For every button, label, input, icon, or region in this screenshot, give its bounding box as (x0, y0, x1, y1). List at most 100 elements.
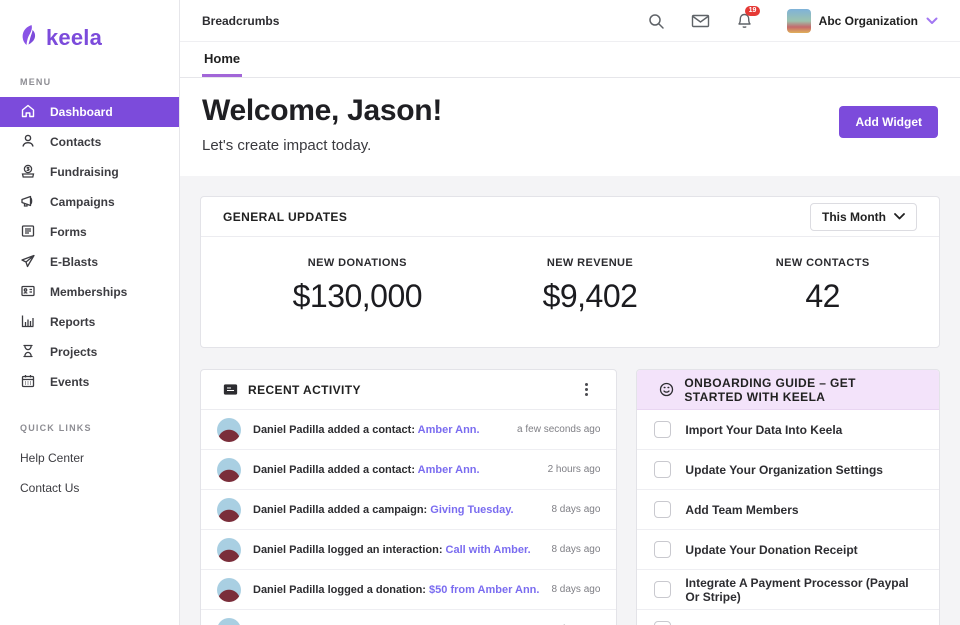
quick-links-section-label: QUICK LINKS (20, 423, 92, 433)
keela-leaf-icon (20, 24, 40, 51)
checkbox[interactable] (654, 421, 672, 438)
kebab-menu-icon[interactable] (579, 379, 594, 400)
stat-label: NEW DONATIONS (307, 257, 407, 269)
sidebar-item-contacts[interactable]: Contacts (0, 127, 179, 157)
activity-timestamp: 8 days ago (551, 544, 601, 555)
period-dropdown[interactable]: This Month (810, 202, 917, 231)
activity-row: Daniel Padilla logged a donation: $50 fr… (201, 570, 617, 610)
quick-link-help-center[interactable]: Help Center (0, 443, 179, 473)
sidebar-item-dashboard[interactable]: Dashboard (0, 97, 179, 127)
stat-value: $130,000 (292, 278, 423, 314)
tab-label: Home (204, 50, 241, 66)
sidebar-item-label: Memberships (50, 285, 128, 299)
avatar (217, 457, 241, 482)
form-icon (20, 223, 36, 242)
activity-timestamp: 8 days ago (551, 504, 601, 515)
notification-badge: 19 (744, 5, 761, 16)
sidebar-item-label: Forms (50, 225, 87, 239)
paper-plane-icon (20, 253, 36, 272)
onboarding-header: ONBOARDING GUIDE – GET STARTED WITH KEEL… (637, 370, 939, 410)
sidebar-item-label: Projects (50, 345, 98, 359)
donation-icon (20, 163, 36, 182)
activity-row: Daniel Padilla logged an interaction: Ca… (201, 530, 617, 570)
home-icon (20, 103, 36, 122)
onboarding-item-label: Update Your Organization Settings (685, 462, 883, 477)
avatar (217, 497, 241, 522)
sidebar-item-projects[interactable]: Projects (0, 337, 179, 367)
tab-home[interactable]: Home (202, 42, 243, 77)
onboarding-item-label: Update Your Donation Receipt (685, 542, 858, 557)
bell-icon[interactable]: 19 (736, 5, 761, 30)
activity-text: Daniel Padilla logged a donation: $50 fr… (253, 583, 540, 596)
mail-icon[interactable] (691, 13, 710, 29)
avatar (217, 537, 241, 562)
quick-link-contact-us[interactable]: Contact Us (0, 473, 179, 503)
activity-link[interactable]: Giving Tuesday. (430, 503, 514, 516)
stat-new-donations: NEW DONATIONS $130,000 (241, 257, 474, 315)
topbar: Breadcrumbs 19 Abc Organization (180, 0, 960, 42)
logo-text: keela (46, 24, 103, 50)
onboarding-item: Add Team Members (637, 490, 939, 530)
sidebar-item-forms[interactable]: Forms (0, 217, 179, 247)
stat-value: $9,402 (542, 278, 638, 314)
keela-logo[interactable]: keela (0, 0, 179, 51)
quick-link-label: Help Center (20, 451, 85, 465)
sidebar-item-label: Reports (50, 315, 96, 329)
search-icon[interactable] (647, 12, 665, 30)
add-widget-button[interactable]: Add Widget (839, 106, 938, 138)
activity-row: Daniel Padilla added a contact: Amber An… (201, 450, 617, 490)
stat-label: NEW REVENUE (546, 257, 634, 269)
sidebar-item-memberships[interactable]: Memberships (0, 277, 179, 307)
checkbox[interactable] (654, 581, 672, 598)
activity-timestamp: 8 days ago (551, 584, 601, 595)
activity-link[interactable]: Amber Ann. (417, 463, 480, 476)
sidebar-item-label: Dashboard (50, 105, 113, 119)
stat-new-revenue: NEW REVENUE $9,402 (474, 257, 707, 315)
onboarding-item-label: Customize & Share Your Donation Form (685, 623, 913, 625)
onboarding-guide-card: ONBOARDING GUIDE – GET STARTED WITH KEEL… (636, 369, 940, 625)
avatar (217, 577, 241, 602)
sidebar-item-reports[interactable]: Reports (0, 307, 179, 337)
smiley-icon (659, 382, 674, 397)
sidebar-item-campaigns[interactable]: Campaigns (0, 187, 179, 217)
activity-link[interactable]: Call with Amber. (445, 543, 531, 556)
activity-link[interactable]: Amber Ann. (418, 624, 480, 625)
activity-link[interactable]: $50 from Amber Ann. (429, 583, 540, 596)
activity-link[interactable]: Amber Ann. (417, 423, 480, 436)
avatar (217, 417, 241, 442)
checkbox[interactable] (654, 621, 672, 625)
activity-row: Daniel Padilla added a contact: Amber An… (201, 610, 616, 625)
sidebar-item-fundraising[interactable]: Fundraising (0, 157, 179, 187)
checkbox[interactable] (654, 541, 672, 558)
org-selector[interactable]: Abc Organization (786, 8, 938, 33)
period-label: This Month (822, 209, 886, 224)
onboarding-item-label: Add Team Members (685, 502, 799, 517)
onboarding-item: Integrate A Payment Processor (Paypal Or… (637, 570, 939, 610)
onboarding-item-label: Import Your Data Into Keela (685, 422, 843, 437)
tab-bar: Home (180, 42, 960, 78)
sidebar-item-label: Fundraising (50, 165, 119, 179)
sidebar-item-label: E-Blasts (50, 255, 99, 269)
general-updates-card: GENERAL UPDATES This Month NEW DONATIONS… (200, 196, 940, 348)
calendar-icon (20, 373, 36, 392)
activity-row: Daniel Padilla added a campaign: Giving … (201, 490, 617, 530)
breadcrumb: Breadcrumbs (202, 13, 280, 28)
activity-text: Daniel Padilla added a campaign: Giving … (253, 503, 514, 516)
quick-link-label: Contact Us (20, 481, 80, 495)
checkbox[interactable] (654, 501, 672, 518)
org-name: Abc Organization (818, 13, 918, 28)
onboarding-item: Update Your Organization Settings (637, 450, 939, 490)
sidebar-item-events[interactable]: Events (0, 367, 179, 397)
page-title: Welcome, Jason! (202, 94, 443, 127)
sidebar-item-e-blasts[interactable]: E-Blasts (0, 247, 179, 277)
card-title: GENERAL UPDATES (223, 209, 348, 224)
checkbox[interactable] (654, 461, 672, 478)
activity-text: Daniel Padilla added a contact: Amber An… (253, 624, 480, 625)
person-icon (20, 133, 36, 152)
sidebar-item-label: Contacts (50, 135, 102, 149)
chevron-down-icon (926, 17, 938, 25)
activity-row: Daniel Padilla added a contact: Amber An… (201, 410, 617, 450)
general-updates-header: GENERAL UPDATES This Month (201, 197, 939, 237)
activity-timestamp: 2 hours ago (547, 464, 601, 475)
activity-timestamp: a few seconds ago (517, 424, 601, 435)
